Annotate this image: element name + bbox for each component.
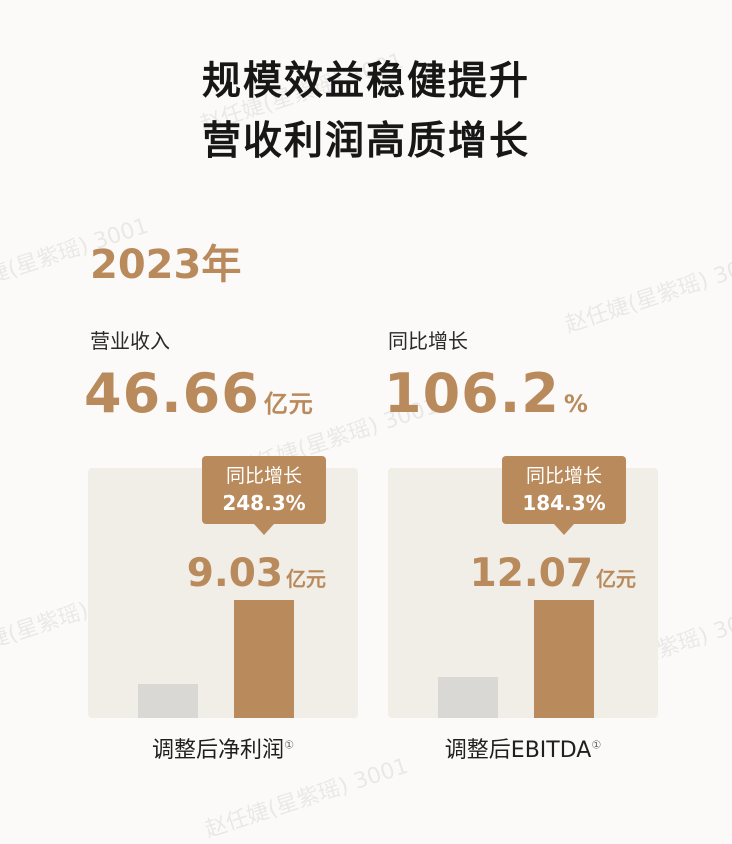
net-profit-prior-bar: [138, 684, 198, 718]
ebitda-chart-card: 同比增长 184.3% 12.07 亿元: [388, 456, 658, 718]
ebitda-2023-bar: [534, 600, 594, 718]
revenue-unit: 亿元: [263, 390, 314, 418]
page-title-line-2: 营收利润高质增长: [201, 119, 530, 164]
ebitda-number: 12.07: [469, 551, 593, 596]
net-profit-2023-bar: [234, 600, 294, 718]
yoy-label: 同比增长: [388, 329, 468, 353]
net-profit-chart-card: 同比增长 248.3% 9.03 亿元: [88, 456, 358, 718]
net-profit-title: 调整后净利润: [152, 738, 285, 763]
growth-callout-value: 248.3%: [222, 491, 306, 515]
yoy-unit: %: [563, 390, 589, 418]
net-profit-value-label: 9.03 亿元: [187, 551, 326, 596]
revenue-value: 46.66 亿元: [84, 362, 314, 425]
revenue-number: 46.66: [84, 362, 260, 425]
growth-callout-label: 同比增长: [225, 465, 302, 487]
page-title-line-1: 规模效益稳健提升: [201, 59, 530, 104]
net-profit-number: 9.03: [186, 551, 283, 596]
year-heading: 2023年: [90, 242, 242, 288]
net-profit-caption: 调整后净利润①: [88, 732, 358, 764]
ebitda-caption: 调整后EBITDA①: [388, 732, 658, 764]
yoy-number: 106.2: [384, 362, 560, 425]
footnote-marker: ①: [284, 738, 294, 752]
growth-callout-value: 184.3%: [522, 491, 606, 515]
net-profit-unit: 亿元: [286, 567, 326, 591]
growth-callout-label: 同比增长: [525, 465, 602, 487]
yoy-value: 106.2%: [384, 362, 589, 425]
revenue-label: 营业收入: [90, 329, 170, 353]
watermark: 赵任婕(星紫瑶) 3001: [562, 248, 732, 339]
footnote-marker: ①: [591, 738, 602, 752]
ebitda-title: 调整后EBITDA: [444, 738, 592, 763]
ebitda-growth-callout: 同比增长 184.3%: [502, 456, 626, 535]
ebitda-unit: 亿元: [596, 567, 636, 591]
net-profit-growth-callout: 同比增长 248.3%: [202, 456, 326, 535]
ebitda-value-label: 12.07 亿元: [470, 551, 636, 596]
ebitda-prior-bar: [438, 677, 498, 718]
